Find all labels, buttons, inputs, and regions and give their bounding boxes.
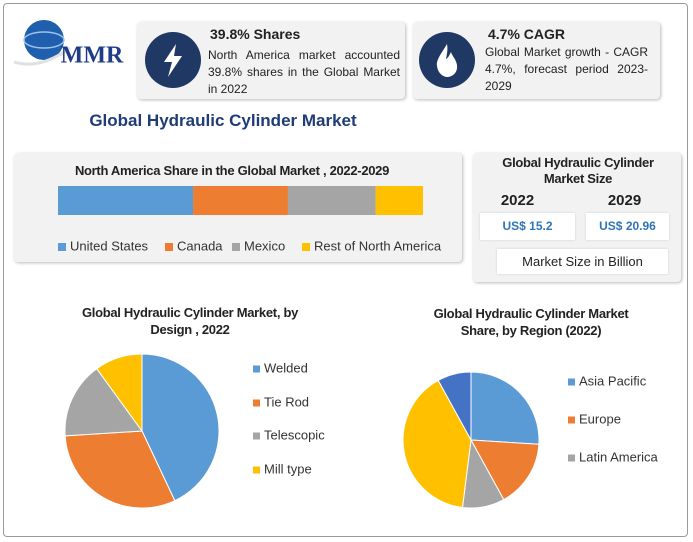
legend-label: Europe	[579, 411, 621, 426]
stat-text: North America market accounted 39.8% sha…	[208, 48, 400, 96]
legend-label: Welded	[264, 360, 308, 375]
legend-swatch	[253, 365, 260, 373]
legend-label: Rest of North America	[314, 238, 442, 253]
legend-swatch	[253, 466, 260, 474]
pie-slice	[470, 371, 540, 445]
pie-slice	[141, 353, 220, 502]
stat-title: 39.8% Shares	[210, 26, 301, 42]
icon-flame	[436, 44, 458, 77]
bar-segment	[375, 186, 423, 215]
stat-title: 4.7% CAGR	[488, 26, 566, 42]
size-value: US$ 15.2	[480, 213, 575, 240]
legend-swatch	[253, 399, 260, 407]
legend-swatch	[165, 243, 173, 251]
legend-label: Mill type	[264, 461, 312, 476]
size-title: Global Hydraulic Cylinder Market Size	[502, 155, 654, 186]
size-note: Market Size in Billion	[497, 249, 668, 274]
legend-swatch	[253, 432, 260, 440]
legend-swatch	[232, 243, 240, 251]
pie-slice	[402, 379, 472, 509]
logo: MMR	[61, 43, 124, 69]
legend-swatch	[58, 243, 66, 251]
pie-slice	[64, 430, 176, 509]
pie-slice	[96, 353, 143, 433]
logo-globe-line	[23, 31, 65, 49]
legend-label: United States	[70, 238, 149, 253]
legend-swatch	[568, 454, 575, 462]
legend-swatch	[302, 243, 310, 251]
size-value: US$ 20.96	[586, 213, 669, 240]
bar-segment	[193, 186, 288, 215]
logo-swoosh	[13, 46, 71, 66]
bar-segment	[287, 186, 376, 215]
pie-slice	[437, 371, 472, 441]
pie-slice	[64, 368, 143, 437]
legend-label: Mexico	[244, 238, 285, 253]
chart-title: North America Share in the Global Market…	[74, 163, 390, 178]
stat-text: Global Market growth - CAGR 4.7%, foreca…	[485, 45, 648, 93]
legend-label: Latin America	[579, 449, 659, 464]
frame	[3, 3, 688, 537]
icon-bolt	[164, 44, 182, 77]
legend-label: Tie Rod	[264, 394, 309, 409]
legend-swatch	[568, 416, 575, 424]
legend-label: Asia Pacific	[579, 373, 647, 388]
legend-label: Telescopic	[264, 427, 325, 442]
chart-title: Global Hydraulic Cylinder Market, by Des…	[81, 305, 299, 337]
pie-slice	[470, 439, 540, 501]
year: 2022	[500, 192, 535, 209]
chart-title: Global Hydraulic Cylinder Market Share, …	[433, 306, 629, 338]
legend-label: Canada	[177, 238, 223, 253]
legend-swatch	[568, 378, 575, 386]
main-title: Global Hydraulic Cylinder Market	[89, 111, 357, 130]
bar-segment	[58, 186, 194, 215]
year: 2029	[607, 192, 642, 209]
logo-globe	[24, 20, 64, 60]
